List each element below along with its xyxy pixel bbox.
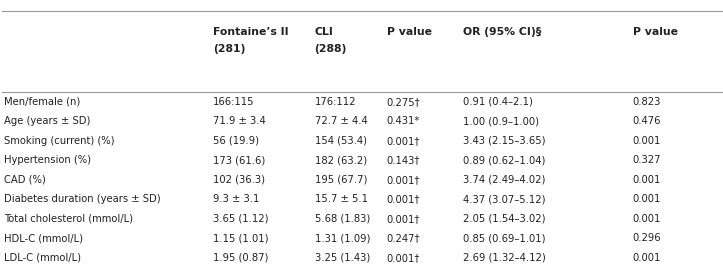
Text: 0.143†: 0.143† (387, 156, 420, 165)
Text: Age (years ± SD): Age (years ± SD) (4, 117, 90, 126)
Text: 0.001†: 0.001† (387, 195, 420, 204)
Text: HDL-C (mmol/L): HDL-C (mmol/L) (4, 234, 82, 243)
Text: Smoking (current) (%): Smoking (current) (%) (4, 136, 114, 146)
Text: 1.31 (1.09): 1.31 (1.09) (315, 234, 370, 243)
Text: 71.9 ± 3.4: 71.9 ± 3.4 (213, 117, 266, 126)
Text: 9.3 ± 3.1: 9.3 ± 3.1 (213, 195, 260, 204)
Text: 102 (36.3): 102 (36.3) (213, 175, 265, 185)
Text: 0.85 (0.69–1.01): 0.85 (0.69–1.01) (463, 234, 545, 243)
Text: 0.001: 0.001 (633, 195, 661, 204)
Text: P value: P value (387, 27, 432, 37)
Text: 3.65 (1.12): 3.65 (1.12) (213, 214, 269, 224)
Text: 0.89 (0.62–1.04): 0.89 (0.62–1.04) (463, 156, 545, 165)
Text: (281): (281) (213, 44, 246, 54)
Text: 0.001†: 0.001† (387, 253, 420, 263)
Text: (288): (288) (315, 44, 347, 54)
Text: 0.001†: 0.001† (387, 136, 420, 146)
Text: 4.37 (3.07–5.12): 4.37 (3.07–5.12) (463, 195, 545, 204)
Text: 1.00 (0.9–1.00): 1.00 (0.9–1.00) (463, 117, 539, 126)
Text: Hypertension (%): Hypertension (%) (4, 156, 90, 165)
Text: 0.001†: 0.001† (387, 214, 420, 224)
Text: CLI: CLI (315, 27, 333, 37)
Text: 5.68 (1.83): 5.68 (1.83) (315, 214, 369, 224)
Text: 0.001: 0.001 (633, 253, 661, 263)
Text: 3.74 (2.49–4.02): 3.74 (2.49–4.02) (463, 175, 545, 185)
Text: 0.327: 0.327 (633, 156, 661, 165)
Text: 154 (53.4): 154 (53.4) (315, 136, 367, 146)
Text: 15.7 ± 5.1: 15.7 ± 5.1 (315, 195, 367, 204)
Text: 3.25 (1.43): 3.25 (1.43) (315, 253, 369, 263)
Text: OR (95% CI)§: OR (95% CI)§ (463, 27, 541, 37)
Text: 0.91 (0.4–2.1): 0.91 (0.4–2.1) (463, 97, 533, 107)
Text: 2.69 (1.32–4.12): 2.69 (1.32–4.12) (463, 253, 545, 263)
Text: 0.296: 0.296 (633, 234, 662, 243)
Text: 1.95 (0.87): 1.95 (0.87) (213, 253, 269, 263)
Text: 72.7 ± 4.4: 72.7 ± 4.4 (315, 117, 367, 126)
Text: Fontaine’s II: Fontaine’s II (213, 27, 289, 37)
Text: 0.247†: 0.247† (387, 234, 421, 243)
Text: P value: P value (633, 27, 677, 37)
Text: 0.823: 0.823 (633, 97, 661, 107)
Text: Diabetes duration (years ± SD): Diabetes duration (years ± SD) (4, 195, 161, 204)
Text: 176:112: 176:112 (315, 97, 356, 107)
Text: LDL-C (mmol/L): LDL-C (mmol/L) (4, 253, 81, 263)
Text: 182 (63.2): 182 (63.2) (315, 156, 367, 165)
Text: 3.43 (2.15–3.65): 3.43 (2.15–3.65) (463, 136, 545, 146)
Text: 0.476: 0.476 (633, 117, 661, 126)
Text: 56 (19.9): 56 (19.9) (213, 136, 260, 146)
Text: 1.15 (1.01): 1.15 (1.01) (213, 234, 269, 243)
Text: 0.431*: 0.431* (387, 117, 420, 126)
Text: Total cholesterol (mmol/L): Total cholesterol (mmol/L) (4, 214, 132, 224)
Text: 166:115: 166:115 (213, 97, 254, 107)
Text: Men/female (n): Men/female (n) (4, 97, 80, 107)
Text: 195 (67.7): 195 (67.7) (315, 175, 367, 185)
Text: 2.05 (1.54–3.02): 2.05 (1.54–3.02) (463, 214, 545, 224)
Text: 0.001†: 0.001† (387, 175, 420, 185)
Text: 0.001: 0.001 (633, 175, 661, 185)
Text: 173 (61.6): 173 (61.6) (213, 156, 265, 165)
Text: CAD (%): CAD (%) (4, 175, 46, 185)
Text: 0.275†: 0.275† (387, 97, 421, 107)
Text: 0.001: 0.001 (633, 136, 661, 146)
Text: 0.001: 0.001 (633, 214, 661, 224)
